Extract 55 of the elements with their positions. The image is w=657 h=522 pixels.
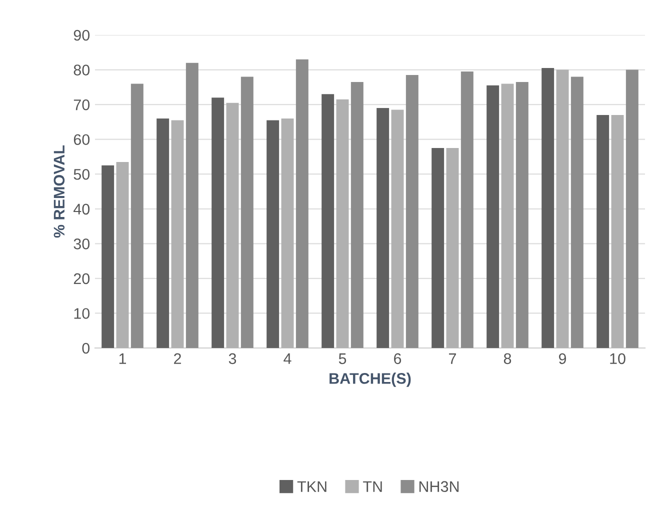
bar bbox=[281, 118, 294, 348]
bar bbox=[212, 98, 224, 348]
x-tick-label: 2 bbox=[174, 353, 181, 364]
bar bbox=[156, 118, 170, 348]
y-axis-title: % REMOVAL bbox=[54, 145, 65, 238]
y-tick-label: 90 bbox=[74, 30, 90, 41]
bar bbox=[186, 62, 198, 348]
bar bbox=[266, 120, 280, 348]
bar bbox=[556, 70, 569, 348]
bar bbox=[240, 76, 254, 348]
bar bbox=[460, 72, 474, 348]
x-tick-label: 9 bbox=[558, 353, 566, 364]
x-tick-label: 3 bbox=[228, 353, 236, 364]
x-axis-title: BATCHE(S) bbox=[330, 372, 411, 387]
bar bbox=[501, 84, 514, 348]
x-tick-label: 8 bbox=[504, 353, 512, 364]
bar bbox=[391, 110, 404, 348]
x-tick-label: 4 bbox=[284, 353, 292, 364]
x-tick-label: 7 bbox=[449, 353, 456, 364]
bar bbox=[406, 74, 418, 348]
y-tick-label: 30 bbox=[74, 238, 90, 250]
bar bbox=[116, 162, 129, 348]
legend-label: TN bbox=[363, 481, 382, 492]
y-tick-label: 10 bbox=[74, 308, 90, 319]
bar bbox=[446, 148, 459, 348]
bar bbox=[376, 108, 390, 348]
y-tick-label: 20 bbox=[74, 273, 90, 284]
bar bbox=[570, 76, 584, 348]
y-tick-label: 40 bbox=[74, 204, 90, 215]
bar bbox=[171, 120, 184, 348]
bar bbox=[516, 82, 528, 348]
bar bbox=[322, 94, 334, 348]
legend-label: NH3N bbox=[419, 481, 459, 492]
x-tick-label: 10 bbox=[610, 353, 626, 364]
bar bbox=[102, 165, 114, 348]
bar bbox=[336, 99, 349, 348]
bar bbox=[350, 82, 364, 348]
y-tick-label: 60 bbox=[74, 134, 90, 146]
bar bbox=[611, 114, 624, 348]
bar bbox=[130, 84, 144, 348]
y-tick-label: 80 bbox=[74, 64, 90, 76]
bar bbox=[296, 59, 308, 348]
bar bbox=[226, 102, 239, 348]
y-tick-label: 50 bbox=[74, 168, 90, 180]
x-tick-label: 1 bbox=[119, 353, 126, 364]
x-tick-label: 6 bbox=[394, 353, 402, 364]
y-tick-label: 0 bbox=[82, 342, 90, 354]
bar bbox=[486, 85, 500, 348]
bar bbox=[596, 114, 610, 348]
y-tick-label: 70 bbox=[74, 99, 90, 110]
legend-label: TKN bbox=[297, 481, 326, 492]
bar bbox=[432, 148, 444, 348]
x-tick-label: 5 bbox=[338, 353, 346, 364]
bar bbox=[542, 68, 554, 348]
bar bbox=[626, 70, 638, 348]
